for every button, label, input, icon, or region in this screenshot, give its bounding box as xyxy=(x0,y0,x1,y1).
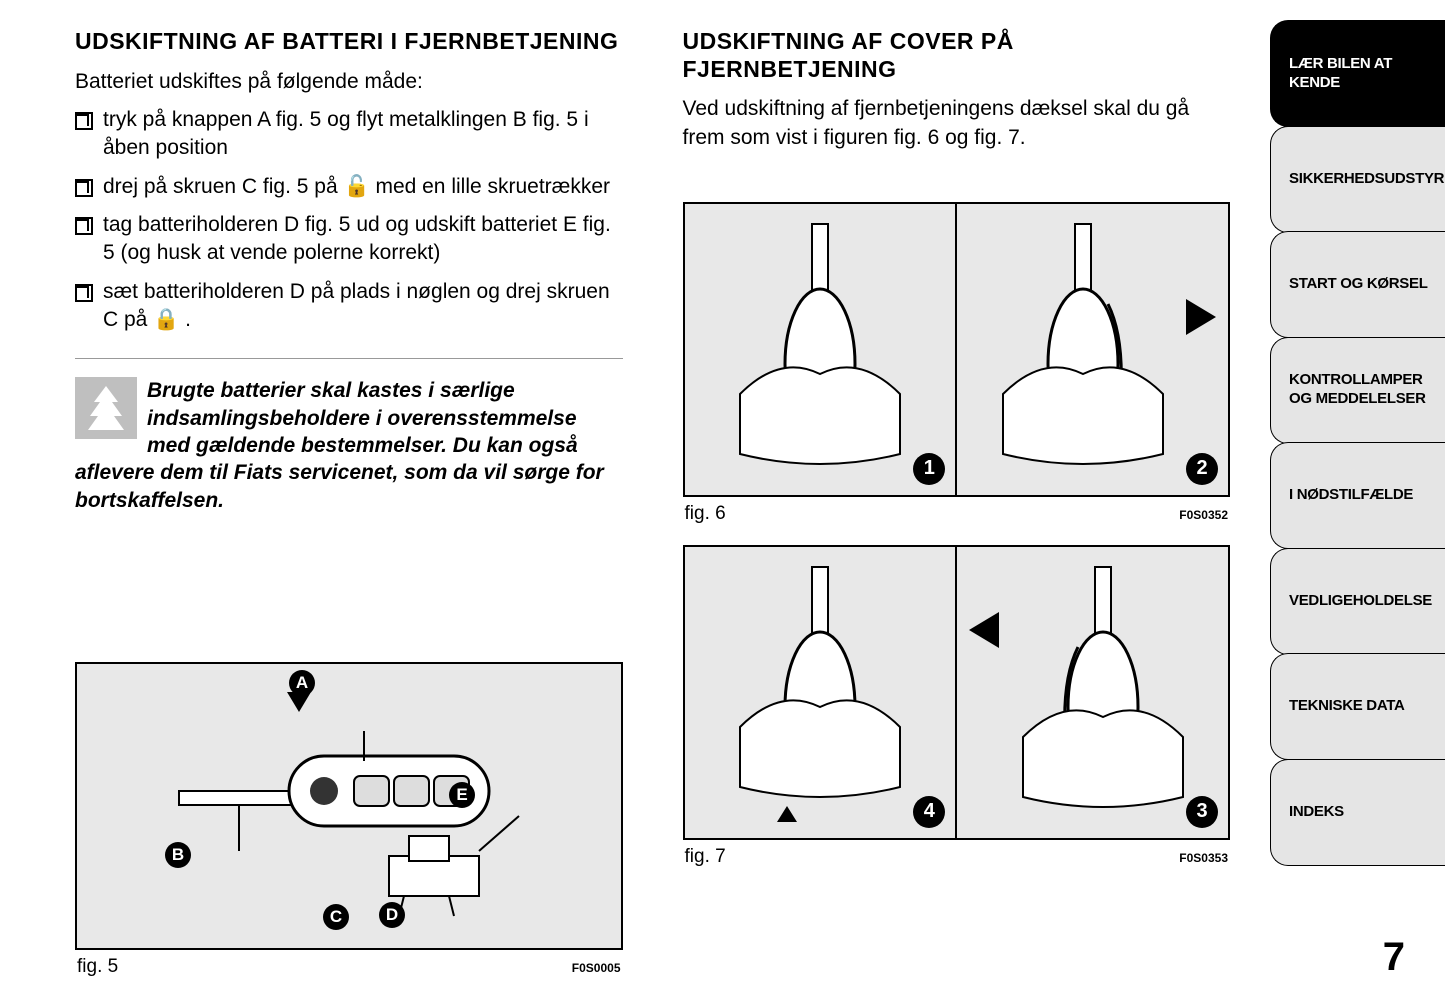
separator xyxy=(75,358,623,359)
figure-code: F0S0005 xyxy=(572,961,621,978)
tab-technical[interactable]: TEKNISKE DATA xyxy=(1270,653,1445,760)
tab-safety[interactable]: SIKKERHEDSUDSTYR xyxy=(1270,126,1445,233)
fig7-panel-4: 4 xyxy=(685,547,958,838)
figure-5: A B C D E fig. 5 F0S0005 xyxy=(75,662,623,978)
left-intro: Batteriet udskiftes på følgende måde: xyxy=(75,68,623,96)
figure-5-image: A B C D E xyxy=(75,662,623,950)
tab-maintenance[interactable]: VEDLIGEHOLDELSE xyxy=(1270,548,1445,655)
tab-start-drive[interactable]: START OG KØRSEL xyxy=(1270,231,1445,338)
callout-a: A xyxy=(289,670,315,696)
tab-know-car[interactable]: LÆR BILEN AT KENDE xyxy=(1270,20,1445,127)
tab-label: START OG KØRSEL xyxy=(1289,275,1428,294)
figure-7: 4 3 xyxy=(683,545,1231,868)
page-number: 7 xyxy=(1383,935,1405,980)
tab-label: I NØDSTILFÆLDE xyxy=(1289,486,1413,505)
fig7-panel-3: 3 xyxy=(957,547,1228,838)
tab-emergency[interactable]: I NØDSTILFÆLDE xyxy=(1270,442,1445,549)
callout-b: B xyxy=(165,842,191,868)
figure-label: fig. 6 xyxy=(685,503,726,525)
tab-label: INDEKS xyxy=(1289,803,1344,822)
figure-code: F0S0352 xyxy=(1179,508,1228,525)
figure-7-image: 4 3 xyxy=(683,545,1231,840)
figure-label: fig. 5 xyxy=(77,956,118,978)
tab-label: TEKNISKE DATA xyxy=(1289,697,1405,716)
step-badge: 1 xyxy=(913,453,945,485)
left-column: UDSKIFTNING AF BATTERI I FJERNBETJENING … xyxy=(75,28,623,978)
callout-d: D xyxy=(379,902,405,928)
callout-e: E xyxy=(449,782,475,808)
list-item: sæt batteriholderen D på plads i nøglen … xyxy=(75,278,623,335)
left-heading: UDSKIFTNING AF BATTERI I FJERNBETJENING xyxy=(75,28,623,56)
figure-label: fig. 7 xyxy=(685,846,726,868)
right-column: UDSKIFTNING AF COVER PÅ FJERNBETJENING V… xyxy=(683,28,1231,978)
notice-text: Brugte batterier skal kastes i særlige i… xyxy=(75,379,604,511)
tab-warnings[interactable]: KONTROLLAMPER OG MEDDELELSER xyxy=(1270,337,1445,444)
figure-6-image: 1 2 xyxy=(683,202,1231,497)
arrow-up-icon xyxy=(777,806,797,822)
list-item: tryk på knappen A fig. 5 og flyt metalkl… xyxy=(75,106,623,163)
step-badge: 3 xyxy=(1186,796,1218,828)
figure-6-caption: fig. 6 F0S0352 xyxy=(683,503,1231,525)
arrow-right-icon xyxy=(1186,299,1216,335)
tab-label: KONTROLLAMPER OG MEDDELELSER xyxy=(1289,371,1445,409)
fig6-panel-2: 2 xyxy=(957,204,1228,495)
battery-disposal-notice: Brugte batterier skal kastes i særlige i… xyxy=(75,377,623,513)
tab-label: VEDLIGEHOLDELSE xyxy=(1289,592,1432,611)
instruction-list: tryk på knappen A fig. 5 og flyt metalkl… xyxy=(75,106,623,344)
section-tabs: LÆR BILEN AT KENDE SIKKERHEDSUDSTYR STAR… xyxy=(1270,0,1445,998)
step-badge: 4 xyxy=(913,796,945,828)
fig6-panel-1: 1 xyxy=(685,204,958,495)
figure-7-caption: fig. 7 F0S0353 xyxy=(683,846,1231,868)
content-area: UDSKIFTNING AF BATTERI I FJERNBETJENING … xyxy=(0,0,1270,998)
tab-label: SIKKERHEDSUDSTYR xyxy=(1289,170,1444,189)
step-badge: 2 xyxy=(1186,453,1218,485)
tab-label: LÆR BILEN AT KENDE xyxy=(1289,55,1445,93)
arrow-left-icon xyxy=(969,612,999,648)
figure-6: 1 2 xyxy=(683,202,1231,525)
tree-icon xyxy=(75,377,137,439)
tab-index[interactable]: INDEKS xyxy=(1270,759,1445,866)
right-intro: Ved udskiftning af fjernbetjeningens dæk… xyxy=(683,95,1231,152)
figure-code: F0S0353 xyxy=(1179,851,1228,868)
manual-page: UDSKIFTNING AF BATTERI I FJERNBETJENING … xyxy=(0,0,1445,998)
list-item: tag batteriholderen D fig. 5 ud og udski… xyxy=(75,211,623,268)
right-heading: UDSKIFTNING AF COVER PÅ FJERNBETJENING xyxy=(683,28,1231,83)
figure-5-caption: fig. 5 F0S0005 xyxy=(75,956,623,978)
callout-c: C xyxy=(323,904,349,930)
list-item: drej på skruen C fig. 5 på 🔓 med en lill… xyxy=(75,173,623,201)
